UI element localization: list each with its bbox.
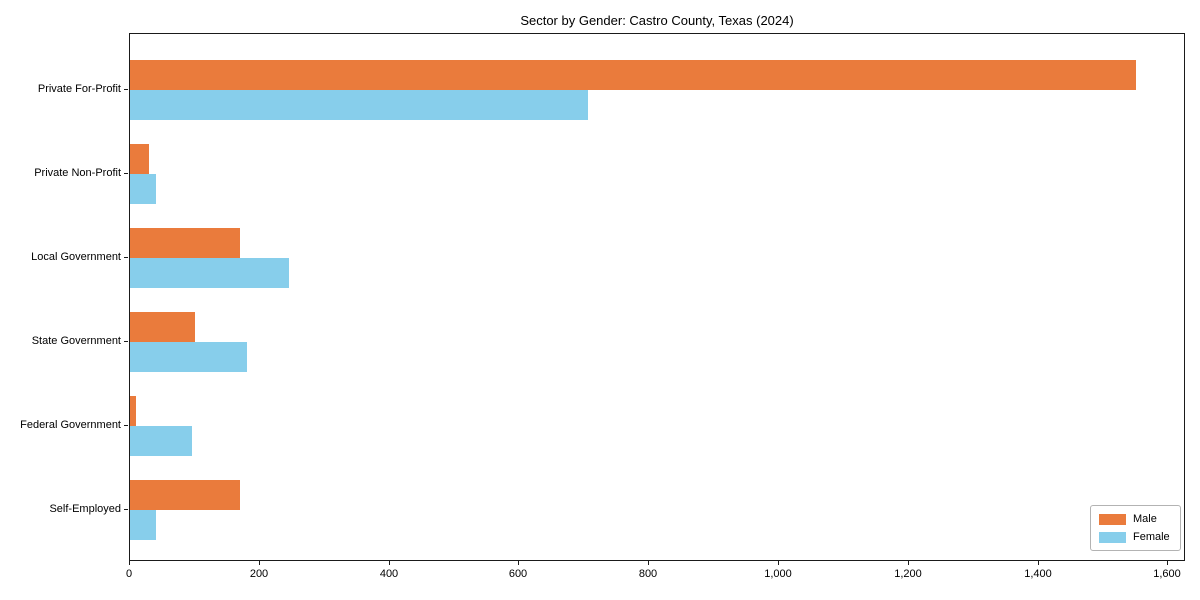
bar-male-4 bbox=[130, 312, 195, 342]
x-tick-label: 400 bbox=[379, 568, 399, 580]
bar-female-5 bbox=[130, 426, 192, 456]
y-tick-label: Private For-Profit bbox=[37, 83, 121, 95]
bar-female-1 bbox=[130, 90, 588, 120]
female-color-swatch bbox=[1099, 531, 1126, 543]
y-tick-mark bbox=[124, 425, 128, 426]
bar-female-6 bbox=[130, 510, 156, 540]
y-tick-label: Federal Government bbox=[20, 419, 121, 431]
y-tick-mark bbox=[124, 89, 128, 90]
y-tick-label: State Government bbox=[31, 335, 121, 347]
y-tick-mark bbox=[124, 173, 128, 174]
bar-male-5 bbox=[130, 396, 136, 426]
male-color-swatch bbox=[1099, 513, 1126, 525]
bar-female-2 bbox=[130, 174, 156, 204]
x-tick-label: 1,400 bbox=[1024, 568, 1052, 580]
x-tick-label: 800 bbox=[638, 568, 658, 580]
x-tick-label: 1,000 bbox=[764, 568, 792, 580]
legend-item-male: Male bbox=[1099, 513, 1170, 525]
chart-title: Sector by Gender: Castro County, Texas (… bbox=[520, 13, 794, 28]
legend-label-female: Female bbox=[1133, 531, 1170, 543]
y-tick-label: Self-Employed bbox=[49, 503, 121, 515]
legend: Male Female bbox=[1090, 505, 1181, 551]
y-tick-mark bbox=[124, 257, 128, 258]
x-tick-label: 0 bbox=[125, 568, 133, 580]
x-tick-mark bbox=[389, 561, 390, 565]
legend-item-female: Female bbox=[1099, 531, 1170, 543]
x-tick-mark bbox=[1167, 561, 1168, 565]
x-tick-mark bbox=[1038, 561, 1039, 565]
y-tick-label: Local Government bbox=[31, 251, 121, 263]
x-tick-mark bbox=[518, 561, 519, 565]
x-tick-label: 1,600 bbox=[1153, 568, 1181, 580]
x-tick-label: 200 bbox=[249, 568, 269, 580]
bar-male-2 bbox=[130, 144, 149, 174]
x-tick-mark bbox=[778, 561, 779, 565]
legend-label-male: Male bbox=[1133, 513, 1157, 525]
x-tick-label: 600 bbox=[508, 568, 528, 580]
x-tick-mark bbox=[908, 561, 909, 565]
x-tick-mark bbox=[648, 561, 649, 565]
bar-male-1 bbox=[130, 60, 1136, 90]
y-tick-mark bbox=[124, 509, 128, 510]
x-tick-mark bbox=[129, 561, 130, 565]
x-tick-label: 1,200 bbox=[894, 568, 922, 580]
y-tick-mark bbox=[124, 341, 128, 342]
bar-male-3 bbox=[130, 228, 240, 258]
bar-female-3 bbox=[130, 258, 289, 288]
y-tick-label: Private Non-Profit bbox=[34, 167, 121, 179]
x-tick-mark bbox=[259, 561, 260, 565]
bar-male-6 bbox=[130, 480, 240, 510]
plot-area: Male Female bbox=[129, 33, 1185, 561]
bar-female-4 bbox=[130, 342, 247, 372]
